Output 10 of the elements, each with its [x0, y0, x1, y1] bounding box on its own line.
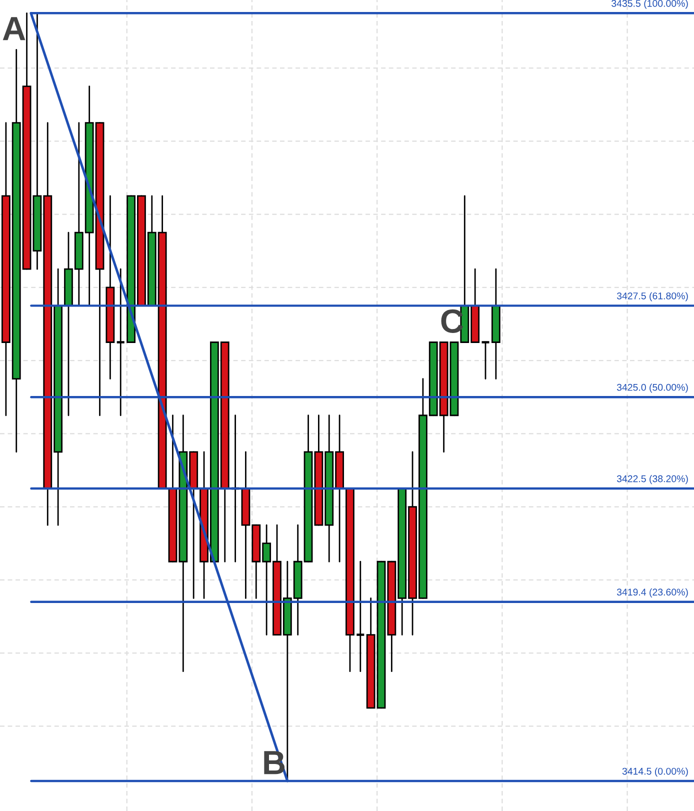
- ref-line-label: 3422.5 (38.20%): [616, 475, 688, 484]
- ref-line-label: 3425.0 (50.00%): [616, 384, 688, 393]
- ref-line-label: 3414.5 (0.00%): [622, 768, 688, 777]
- ref-line-label: 3419.4 (23.60%): [616, 588, 688, 598]
- candlestick: [356, 560, 366, 672]
- annotation: A: [2, 17, 26, 40]
- ref-line-label: 3427.5 (61.80%): [616, 292, 688, 302]
- candlestick: [480, 341, 490, 380]
- candlestick: [116, 268, 126, 416]
- ref-line-label: 3435.5 (100.00%): [612, 0, 688, 9]
